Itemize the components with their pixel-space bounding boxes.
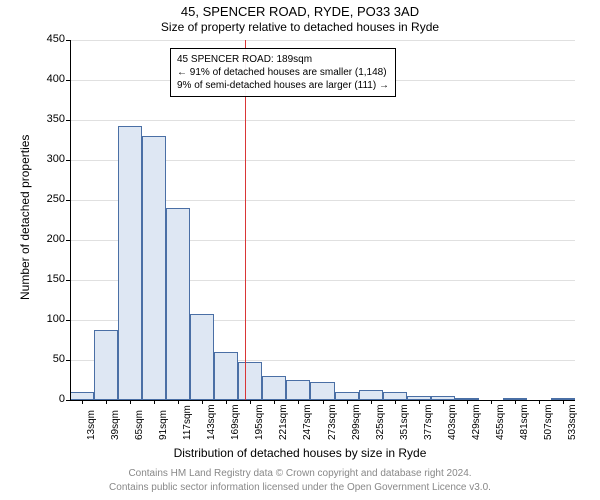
x-tick-label: 117sqm <box>182 405 193 440</box>
y-axis-label: Number of detached properties <box>18 135 32 300</box>
y-tick-label: 50 <box>25 353 65 365</box>
x-tick-label: 169sqm <box>230 404 241 440</box>
x-tick-label: 247sqm <box>302 404 313 440</box>
x-tick-label: 351sqm <box>399 404 410 440</box>
footer-line-1: Contains HM Land Registry data © Crown c… <box>0 468 600 479</box>
x-tick-label: 533sqm <box>567 404 578 440</box>
x-tick-label: 273sqm <box>327 404 338 440</box>
x-tick-label: 65sqm <box>134 410 145 440</box>
histogram-bar <box>359 390 383 400</box>
histogram-bar <box>310 382 334 400</box>
histogram-bar <box>70 392 94 400</box>
x-tick-label: 91sqm <box>158 410 169 440</box>
y-tick-label: 400 <box>25 73 65 85</box>
histogram-bar <box>383 392 407 400</box>
x-tick-label: 403sqm <box>447 404 458 440</box>
histogram-bar <box>190 314 214 400</box>
histogram-bar <box>214 352 238 400</box>
x-tick-label: 221sqm <box>278 404 289 440</box>
x-tick-label: 299sqm <box>351 404 362 440</box>
histogram-bar <box>142 136 166 400</box>
histogram-bar <box>286 380 310 400</box>
x-tick-label: 325sqm <box>375 404 386 440</box>
y-tick-label: 100 <box>25 313 65 325</box>
histogram-bar <box>118 126 142 400</box>
x-tick-label: 429sqm <box>471 404 482 440</box>
grid-line <box>70 120 575 121</box>
footer-line-2: Contains public sector information licen… <box>0 482 600 493</box>
y-tick-label: 350 <box>25 113 65 125</box>
x-axis-line <box>70 400 575 401</box>
x-axis-label: Distribution of detached houses by size … <box>0 446 600 460</box>
x-tick-label: 377sqm <box>423 404 434 440</box>
histogram-bar <box>166 208 190 400</box>
y-tick-label: 0 <box>25 393 65 405</box>
histogram-bar <box>94 330 118 400</box>
y-axis-line <box>70 40 71 400</box>
histogram-bar <box>238 362 262 400</box>
annotation-line-3: 9% of semi-detached houses are larger (1… <box>177 79 389 92</box>
histogram-bar <box>262 376 286 400</box>
chart-title: 45, SPENCER ROAD, RYDE, PO33 3AD <box>0 4 600 19</box>
x-tick-label: 507sqm <box>543 404 554 440</box>
chart-subtitle: Size of property relative to detached ho… <box>0 20 600 34</box>
x-tick-label: 481sqm <box>519 404 530 440</box>
grid-line <box>70 40 575 41</box>
x-tick-label: 39sqm <box>110 410 121 440</box>
annotation-box: 45 SPENCER ROAD: 189sqm ← 91% of detache… <box>170 48 396 97</box>
x-tick-label: 13sqm <box>86 410 97 440</box>
annotation-line-2: ← 91% of detached houses are smaller (1,… <box>177 66 389 79</box>
x-tick-label: 143sqm <box>206 404 217 440</box>
y-tick-label: 450 <box>25 33 65 45</box>
x-tick-label: 195sqm <box>254 404 265 440</box>
figure-container: 45, SPENCER ROAD, RYDE, PO33 3AD Size of… <box>0 0 600 500</box>
x-tick-label: 455sqm <box>495 404 506 440</box>
annotation-line-1: 45 SPENCER ROAD: 189sqm <box>177 53 389 66</box>
histogram-bar <box>335 392 359 400</box>
